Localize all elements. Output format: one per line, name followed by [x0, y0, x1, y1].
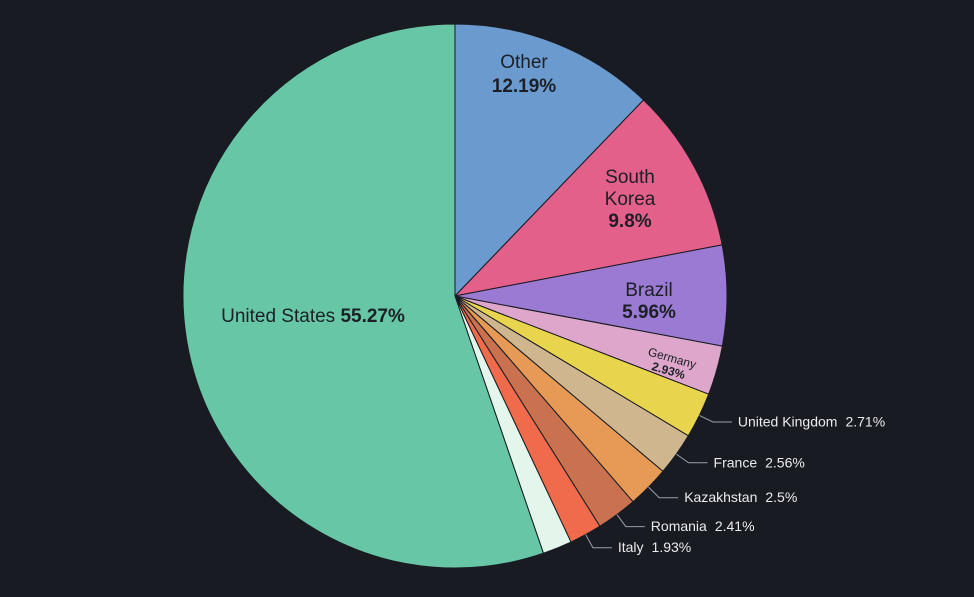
- leader-line-united-kingdom: [699, 414, 732, 423]
- slice-label-italy: Italy 1.93%: [618, 539, 691, 555]
- svg-text:South: South: [605, 167, 655, 188]
- svg-text:Korea: Korea: [605, 189, 656, 210]
- svg-text:9.8%: 9.8%: [608, 211, 651, 232]
- slice-label-united-kingdom: United Kingdom 2.71%: [738, 414, 885, 430]
- slice-label-other: Other 12.19%: [492, 52, 557, 97]
- svg-text:12.19%: 12.19%: [492, 76, 557, 97]
- svg-text:Other: Other: [500, 52, 548, 73]
- pie-slice-south-korea[interactable]: [454, 99, 723, 297]
- leader-line-italy: [585, 534, 612, 549]
- svg-text:Brazil: Brazil: [625, 280, 673, 301]
- slice-label-united-states: United States 55.27%: [221, 306, 405, 327]
- leader-line-romania: [616, 514, 645, 528]
- slice-label-kazakhstan: Kazakhstan 2.5%: [684, 489, 797, 505]
- svg-text:5.96%: 5.96%: [622, 302, 676, 323]
- pie-slice-other[interactable]: [454, 23, 645, 297]
- pie-slice-united-states[interactable]: [182, 23, 544, 569]
- leader-line-kazakhstan: [648, 486, 679, 499]
- leader-line-france: [676, 453, 708, 464]
- slice-label-france: France 2.56%: [714, 454, 805, 470]
- slice-label-romania: Romania 2.41%: [651, 518, 755, 534]
